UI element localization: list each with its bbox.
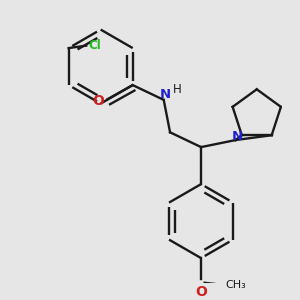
- Text: N: N: [232, 130, 243, 143]
- Text: O: O: [195, 285, 207, 299]
- Text: H: H: [173, 83, 182, 96]
- Text: N: N: [160, 88, 171, 101]
- Text: O: O: [93, 94, 104, 108]
- Text: CH₃: CH₃: [225, 280, 246, 290]
- Text: Cl: Cl: [88, 39, 101, 52]
